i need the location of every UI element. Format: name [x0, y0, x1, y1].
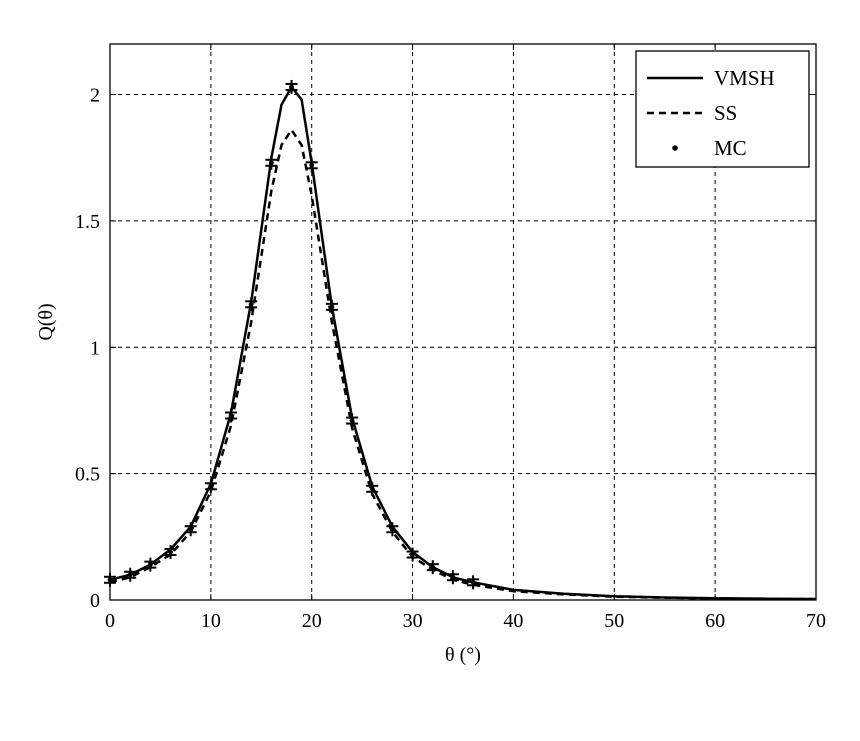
legend-label-mc: MC	[714, 136, 747, 160]
mc-data-point	[305, 158, 318, 173]
plot-frame	[109, 43, 817, 601]
mc-marker-dot	[228, 413, 234, 418]
mc-data-point	[467, 575, 480, 590]
mc-data-point	[366, 481, 379, 496]
mc-data-point	[225, 408, 238, 423]
legend-label-vmsh: VMSH	[714, 66, 775, 90]
mc-marker-dot	[289, 84, 294, 90]
legend-box	[635, 50, 810, 168]
mc-marker-dot	[208, 483, 214, 489]
mc-marker-dot	[168, 549, 173, 555]
mc-marker-dot	[369, 486, 375, 492]
y-tick-label: 1.5	[75, 211, 100, 233]
ticks: 0 10 20 30 40 50 60 70 0 0.5 1 1.5 2	[75, 44, 826, 632]
mc-marker-dot	[188, 526, 194, 532]
y-tick-label: 0	[90, 590, 100, 612]
mc-data-point	[346, 413, 359, 428]
mc-data-point	[325, 299, 338, 314]
x-tick-label: 30	[403, 610, 423, 632]
mc-marker-dot	[127, 572, 133, 578]
mc-data-point	[204, 479, 217, 494]
mc-data-point	[426, 560, 439, 575]
mc-marker-dot	[147, 562, 153, 568]
legend-swatch-mc	[672, 145, 678, 151]
series-line-ss	[109, 128, 817, 601]
mc-marker-dot	[470, 579, 476, 585]
mc-marker-dot	[329, 304, 335, 310]
x-tick-label: 40	[503, 610, 523, 632]
series-line-vmsh	[109, 85, 817, 601]
mc-marker-dot	[390, 526, 395, 532]
mc-marker-dot	[450, 574, 456, 580]
mc-data-point	[265, 155, 278, 170]
grid	[110, 44, 816, 600]
x-axis-label: θ (°)	[445, 644, 481, 666]
y-tick-label: 2	[90, 85, 100, 107]
x-tick-label: 60	[705, 610, 725, 632]
x-tick-label: 50	[604, 610, 624, 632]
mc-marker-dot	[410, 552, 415, 557]
mc-data-point	[245, 297, 258, 312]
legend: VMSH SS MC	[635, 50, 810, 168]
mc-marker-dot	[349, 418, 355, 423]
legend-label-ss: SS	[714, 101, 737, 125]
mc-data-point	[285, 79, 298, 94]
mc-data-point	[184, 522, 197, 537]
mc-data-point	[164, 544, 177, 559]
mc-marker-dot	[248, 301, 254, 307]
mc-data-point	[386, 522, 399, 537]
series-layer	[104, 79, 817, 601]
mc-data-point	[446, 570, 459, 585]
mc-data-point	[124, 567, 137, 582]
y-tick-label: 1	[90, 337, 100, 359]
mc-data-point	[406, 547, 419, 562]
mc-marker-dot	[268, 160, 274, 166]
y-axis-label: Q(θ)	[35, 303, 57, 340]
y-tick-label: 0.5	[75, 464, 100, 486]
mc-data-point	[144, 557, 157, 572]
mc-marker-dot	[309, 162, 315, 168]
x-tick-label: 10	[201, 610, 221, 632]
x-tick-label: 70	[806, 610, 826, 632]
mc-marker-dot	[430, 564, 436, 570]
x-tick-label: 20	[302, 610, 322, 632]
x-tick-label: 0	[105, 610, 115, 632]
